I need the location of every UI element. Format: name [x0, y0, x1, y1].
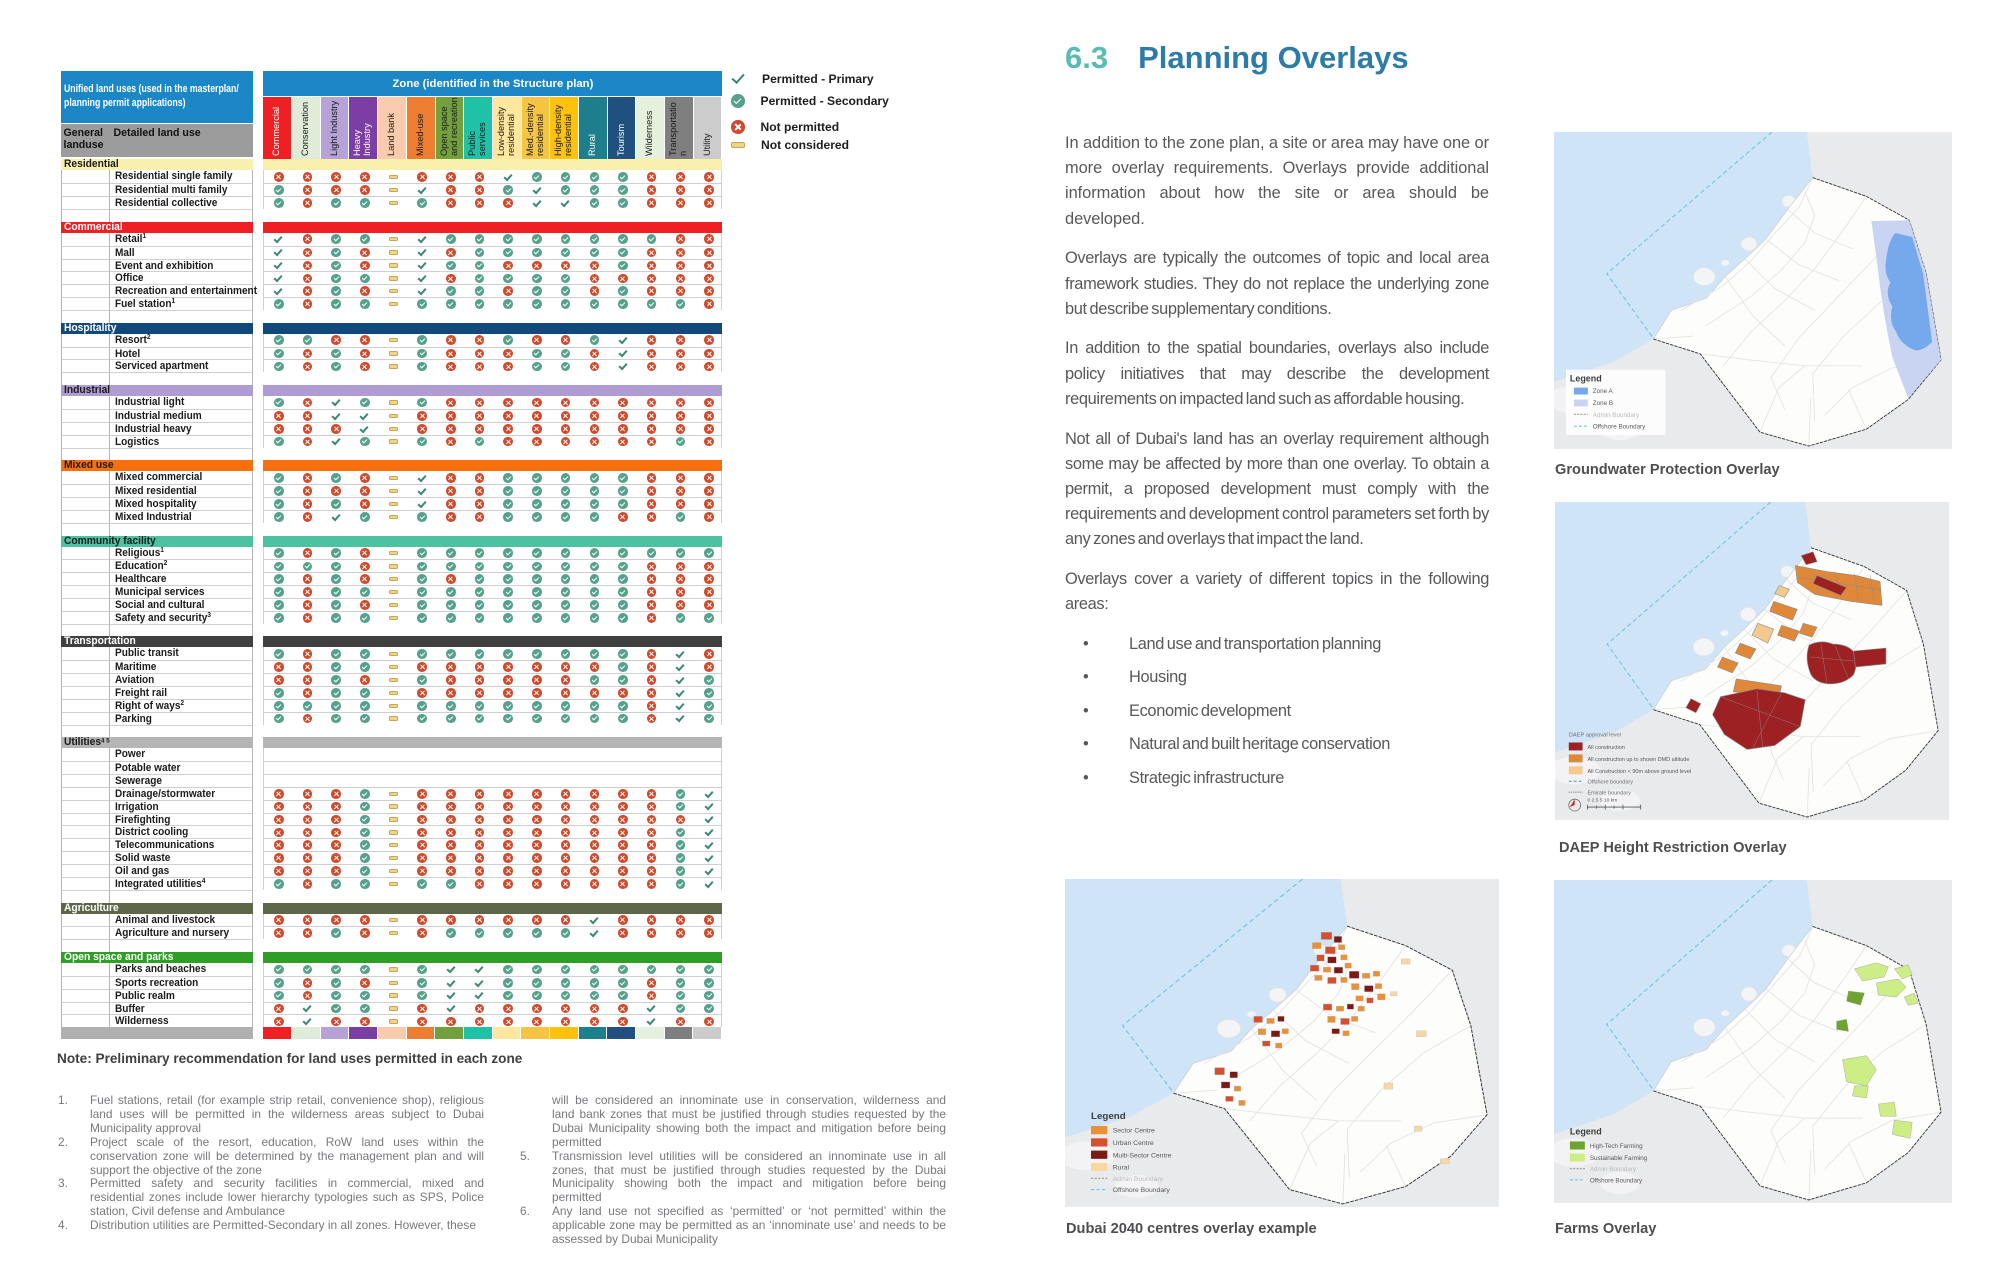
svg-text:Legend: Legend	[1091, 1111, 1126, 1122]
svg-text:Legend: Legend	[1570, 374, 1602, 384]
svg-text:Rural: Rural	[1113, 1165, 1130, 1172]
svg-text:All construction: All construction	[1588, 745, 1625, 751]
svg-text:Admin Boundary: Admin Boundary	[1593, 412, 1640, 419]
svg-text:DAEP approval level: DAEP approval level	[1569, 733, 1621, 739]
svg-text:All construction up to shown D: All construction up to shown DMD altitud…	[1588, 757, 1690, 763]
svg-text:Offshore Boundary: Offshore Boundary	[1593, 424, 1646, 431]
svg-text:Legend: Legend	[1570, 1126, 1602, 1136]
svg-text:Offshore Boundary: Offshore Boundary	[1590, 1177, 1643, 1184]
svg-text:Admin Boundary: Admin Boundary	[1113, 1176, 1164, 1183]
svg-text:Multi-Sector Centre: Multi-Sector Centre	[1113, 1152, 1172, 1159]
svg-text:Zone A: Zone A	[1593, 388, 1614, 395]
svg-text:High-Tech Farming: High-Tech Farming	[1590, 1143, 1643, 1150]
svg-text:All Construction < 90m above g: All Construction < 90m above ground leve…	[1588, 769, 1692, 775]
svg-text:Sector Centre: Sector Centre	[1113, 1128, 1155, 1135]
svg-text:Urban Centre: Urban Centre	[1113, 1140, 1154, 1147]
svg-text:0 2.5 5 10 km: 0 2.5 5 10 km	[1588, 798, 1618, 804]
svg-text:Admin Boundary: Admin Boundary	[1590, 1166, 1637, 1173]
svg-text:Sustainable Farming: Sustainable Farming	[1590, 1155, 1648, 1162]
svg-text:Offshore Boundary: Offshore Boundary	[1113, 1187, 1171, 1194]
svg-text:Emirate boundary: Emirate boundary	[1588, 791, 1632, 797]
svg-text:Zone B: Zone B	[1593, 400, 1613, 407]
svg-text:Offshore boundary: Offshore boundary	[1588, 780, 1634, 786]
